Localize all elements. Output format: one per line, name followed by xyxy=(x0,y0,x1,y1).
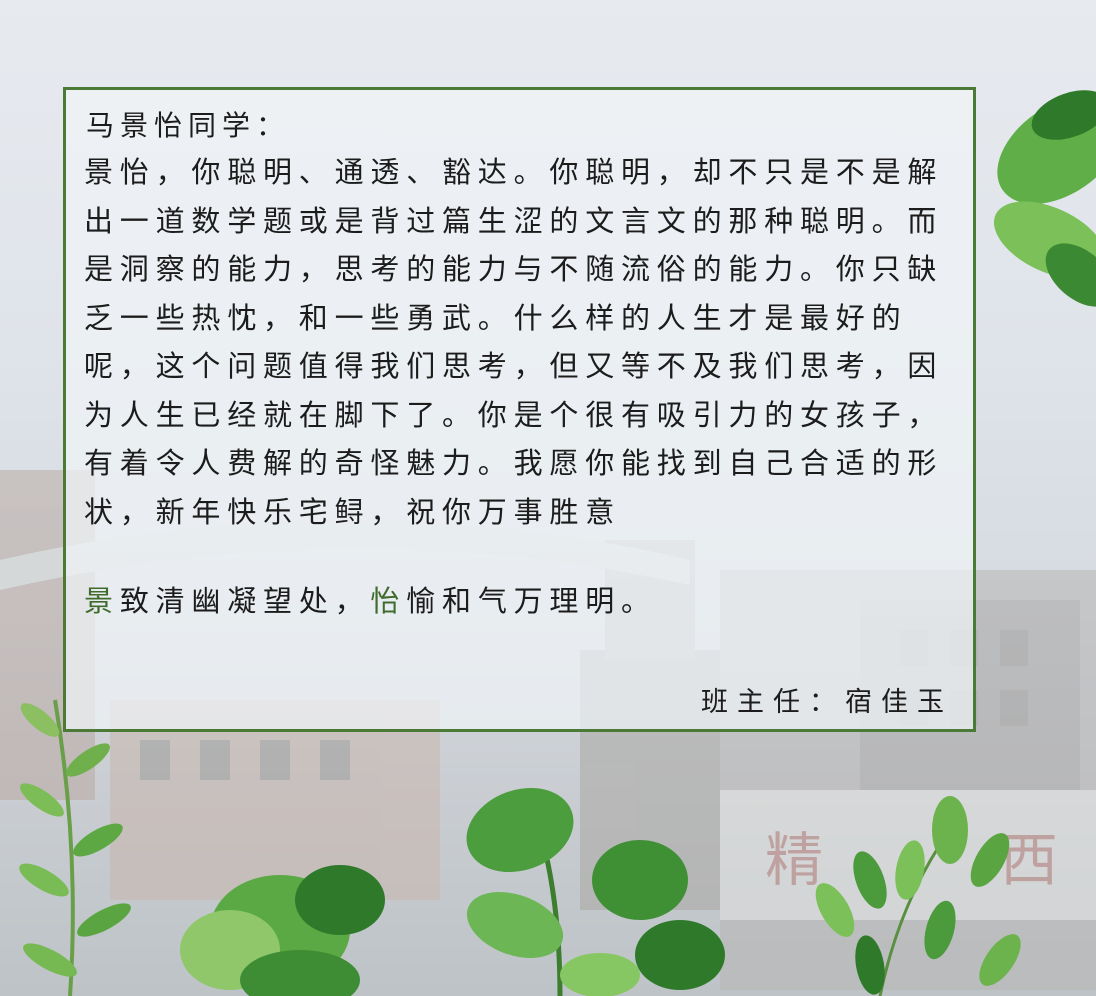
letter-card: 马景怡同学： 景怡，你聪明、通透、豁达。你聪明，却不只是不是解出一道数学题或是背… xyxy=(63,87,976,732)
poem-accent-char-1: 景 xyxy=(84,584,120,618)
leaf-cluster-bottom-icon xyxy=(180,787,1021,996)
letter-poem: 景致清幽凝望处，怡愉和气万理明。 xyxy=(84,578,956,620)
letter-body: 景怡，你聪明、通透、豁达。你聪明，却不只是不是解出一道数学题或是背过篇生涩的文言… xyxy=(84,155,944,529)
letter-signature: 班主任：宿佳玉 xyxy=(701,687,953,718)
letter-salutation: 马景怡同学： xyxy=(86,109,291,142)
poem-accent-char-2: 怡 xyxy=(370,584,407,618)
poem-line-2: 愉和气万理明。 xyxy=(406,584,657,618)
svg-text:精: 精 xyxy=(765,826,823,894)
fern-left-icon xyxy=(19,699,131,996)
leaf-cluster-top-right-icon xyxy=(993,90,1096,307)
poem-line-1: 致清幽凝望处， xyxy=(119,584,371,618)
svg-text:西: 西 xyxy=(1000,826,1058,894)
